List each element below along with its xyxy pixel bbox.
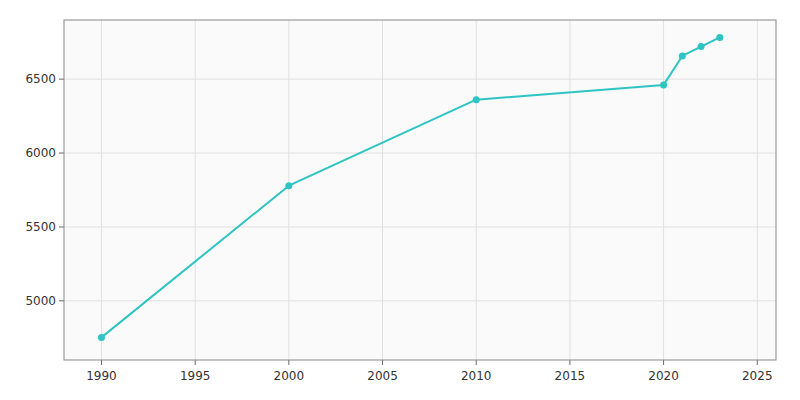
tick-label-x: 2010 — [461, 369, 492, 383]
tick-mark-x — [663, 360, 664, 365]
tick-label-y: 6500 — [25, 72, 56, 86]
tick-mark-x — [101, 360, 102, 365]
marker — [98, 334, 105, 341]
tick-mark-x — [476, 360, 477, 365]
grid-line-x — [382, 20, 383, 360]
plot-background — [64, 20, 776, 360]
grid-line-y — [64, 226, 776, 227]
grid-line-y — [64, 300, 776, 301]
marker — [473, 96, 480, 103]
marker — [698, 43, 705, 50]
tick-label-y: 5000 — [25, 294, 56, 308]
tick-label-x: 2005 — [367, 369, 398, 383]
tick-mark-x — [569, 360, 570, 365]
grid — [64, 20, 776, 360]
chart-svg: 1990 1995 2000 2005 2010 2015 2020 2025 5000 5500… — [0, 0, 800, 400]
tick-label-x: 2025 — [742, 369, 773, 383]
grid-line-x — [288, 20, 289, 360]
tick-mark-x — [195, 360, 196, 365]
grid-line-x — [101, 20, 102, 360]
tick-label-y: 6000 — [25, 146, 56, 160]
grid-line-x — [663, 20, 664, 360]
grid-line-x — [476, 20, 477, 360]
grid-line-x — [569, 20, 570, 360]
tick-label-y: 5500 — [25, 220, 56, 234]
tick-label-x: 2000 — [274, 369, 305, 383]
tick-mark-x — [288, 360, 289, 365]
tick-label-x: 2015 — [555, 369, 586, 383]
tick-mark-y — [59, 300, 64, 301]
tick-mark-y — [59, 79, 64, 80]
line — [101, 37, 719, 337]
tick-mark-y — [59, 153, 64, 154]
marker — [679, 52, 686, 59]
grid-line-y — [64, 79, 776, 80]
marker — [660, 81, 667, 88]
tick-label-x: 1990 — [86, 369, 117, 383]
grid-line-x — [757, 20, 758, 360]
series — [98, 34, 723, 341]
plot-frame — [64, 20, 776, 360]
tick-mark-x — [382, 360, 383, 365]
grid-line-x — [195, 20, 196, 360]
grid-line-y — [64, 153, 776, 154]
marker — [716, 34, 723, 41]
tick-mark-x — [757, 360, 758, 365]
tick-label-x: 2020 — [648, 369, 679, 383]
marker — [285, 182, 292, 189]
tick-mark-y — [59, 226, 64, 227]
chart-container: 1990 1995 2000 2005 2010 2015 2020 2025 5000 5500… — [0, 0, 800, 400]
tick-label-x: 1995 — [180, 369, 211, 383]
axes: 1990 1995 2000 2005 2010 2015 2020 2025 5000 5500… — [25, 20, 776, 383]
